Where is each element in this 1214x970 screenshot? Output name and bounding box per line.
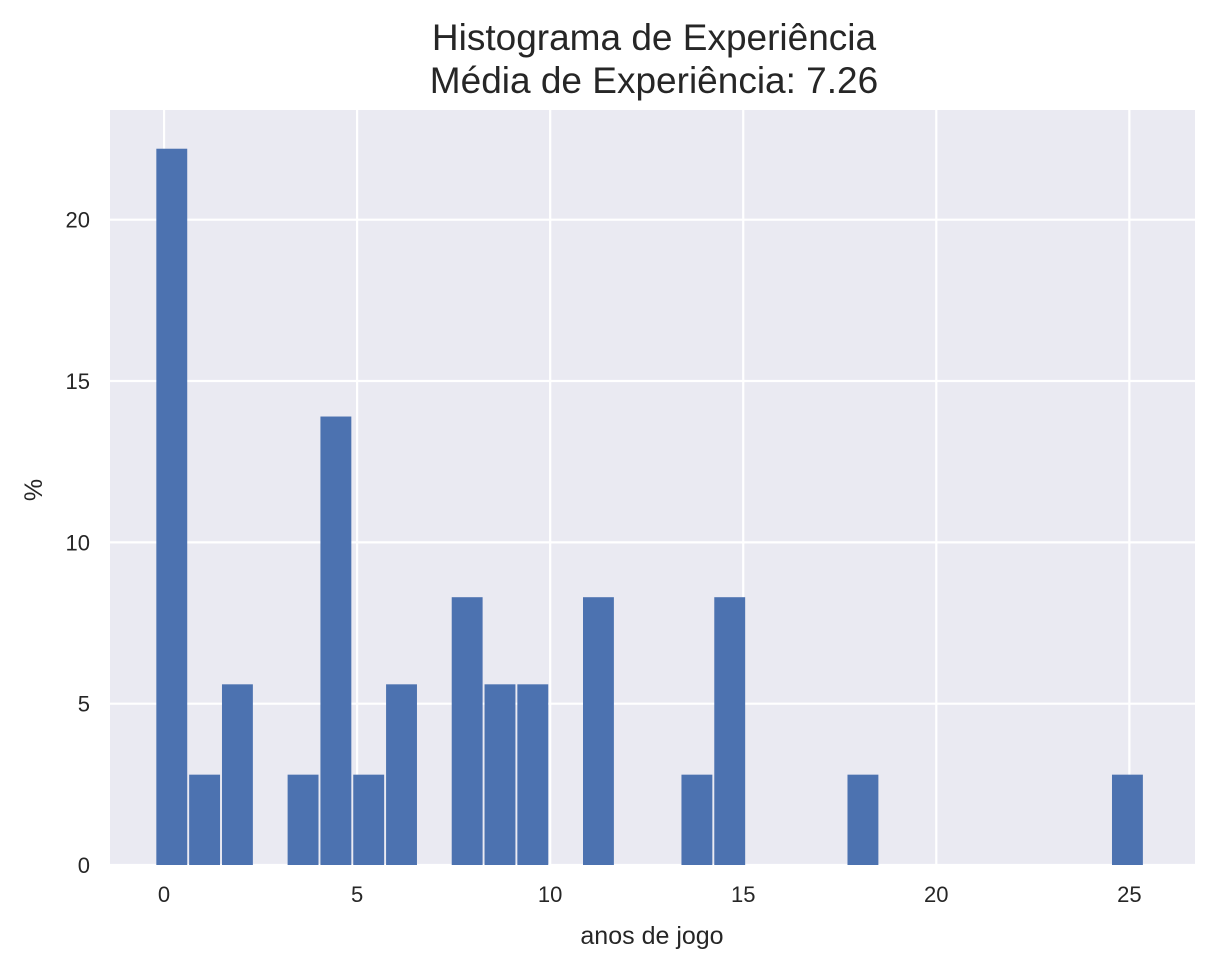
x-axis-label: anos de jogo [580,922,723,950]
bar-11 [681,774,713,865]
x-tick-label-2: 10 [538,882,562,907]
y-tick-label-4: 20 [66,208,90,233]
bar-13 [847,774,879,865]
bar-5 [353,774,385,865]
chart-title: Histograma de Experiência [432,17,877,58]
bars [156,148,1143,865]
bar-14 [1111,774,1143,865]
bar-4 [320,416,352,865]
x-tick-label-4: 20 [924,882,948,907]
y-axis-label: % [20,479,48,501]
plot-area [110,110,1195,865]
bar-8 [484,684,516,865]
y-tick-labels: 0 5 10 15 20 [66,208,90,878]
bar-3 [287,774,319,865]
x-tick-label-0: 0 [158,882,170,907]
bar-2 [221,684,253,865]
bar-6 [386,684,417,865]
y-tick-label-1: 5 [78,692,90,717]
bar-0 [156,148,188,865]
x-tick-labels: 0 5 10 15 20 25 [158,882,1142,907]
chart-subtitle: Média de Experiência: 7.26 [430,60,878,101]
bar-7 [451,597,483,865]
y-tick-label-2: 10 [66,530,90,555]
bar-12 [714,597,746,865]
y-tick-label-3: 15 [66,369,90,394]
bar-1 [189,774,221,865]
x-tick-label-5: 25 [1117,882,1141,907]
bar-10 [582,597,614,865]
x-tick-label-1: 5 [351,882,363,907]
y-tick-label-0: 0 [78,853,90,878]
bar-9 [517,684,549,865]
x-tick-label-3: 15 [731,882,755,907]
